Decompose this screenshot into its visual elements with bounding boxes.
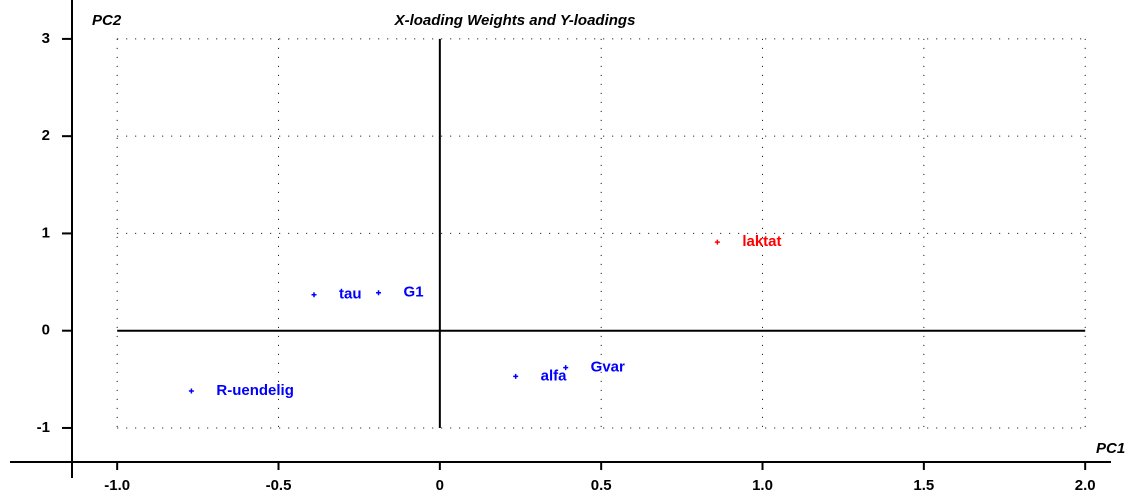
point bbox=[513, 373, 519, 379]
y-axis-label: PC2 bbox=[92, 12, 122, 29]
y-tick-label: 3 bbox=[42, 30, 50, 47]
x-tick-label: 1.5 bbox=[913, 477, 934, 494]
x-tick-label: 1.0 bbox=[752, 477, 773, 494]
x-tick-label: 0.5 bbox=[591, 477, 612, 494]
y-tick-label: 0 bbox=[42, 322, 50, 339]
point-label: alfa bbox=[541, 367, 568, 384]
point bbox=[188, 388, 194, 394]
point-label: tau bbox=[339, 286, 362, 303]
chart-title: X-loading Weights and Y-loadings bbox=[394, 12, 636, 29]
point-label: R-uendelig bbox=[216, 382, 293, 399]
point-label: laktat bbox=[742, 233, 781, 250]
x-tick-label: -1.0 bbox=[104, 477, 130, 494]
y-tick-label: 2 bbox=[42, 127, 50, 144]
x-tick-label: 0 bbox=[436, 477, 444, 494]
point-label: G1 bbox=[404, 284, 424, 301]
x-axis-label: PC1 bbox=[1096, 440, 1125, 457]
point bbox=[714, 239, 720, 245]
y-tick-label: 1 bbox=[42, 224, 50, 241]
point bbox=[376, 290, 382, 296]
point bbox=[563, 365, 569, 371]
y-tick-label: -1 bbox=[37, 419, 50, 436]
x-tick-label: 2.0 bbox=[1075, 477, 1096, 494]
point-label: Gvar bbox=[591, 359, 625, 376]
x-tick-label: -0.5 bbox=[266, 477, 292, 494]
point bbox=[311, 292, 317, 298]
